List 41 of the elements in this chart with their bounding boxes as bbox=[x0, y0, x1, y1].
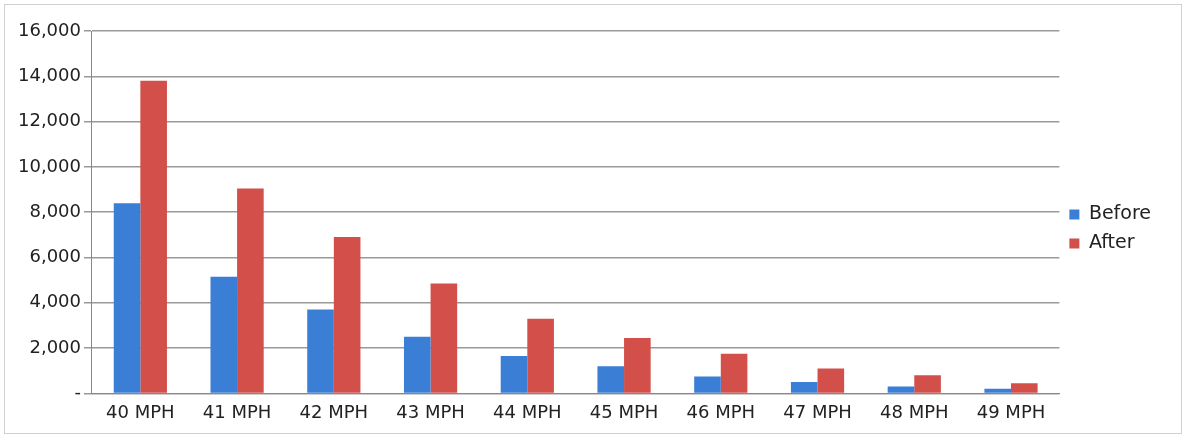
y-tick-label: 16,000 bbox=[18, 18, 81, 40]
x-tick-label: 45 MPH bbox=[589, 400, 659, 422]
bar bbox=[817, 368, 845, 393]
bar bbox=[597, 366, 625, 393]
bar bbox=[887, 386, 915, 393]
bar bbox=[333, 237, 361, 393]
y-tick-label: 12,000 bbox=[18, 109, 81, 131]
legend-label: After bbox=[1088, 230, 1135, 253]
x-tick-label: 46 MPH bbox=[686, 400, 756, 422]
bar bbox=[113, 203, 141, 393]
x-tick-label: 48 MPH bbox=[880, 400, 949, 422]
bar bbox=[914, 375, 941, 393]
y-tick-label: 6,000 bbox=[29, 245, 81, 267]
bar bbox=[403, 336, 431, 393]
y-tick-label: 10,000 bbox=[18, 154, 81, 176]
bar bbox=[720, 353, 748, 393]
bar bbox=[984, 388, 1012, 393]
legend-label: Before bbox=[1088, 201, 1151, 224]
bar bbox=[430, 283, 458, 393]
x-tick-label: 43 MPH bbox=[396, 400, 465, 422]
y-tick-label: 4,000 bbox=[29, 290, 81, 312]
bar bbox=[527, 318, 554, 393]
bar bbox=[624, 337, 651, 393]
y-tick-label: 8,000 bbox=[29, 199, 81, 221]
bar bbox=[237, 188, 264, 393]
bar bbox=[140, 80, 167, 393]
bar bbox=[790, 382, 818, 393]
y-tick-label: 2,000 bbox=[29, 335, 81, 357]
x-tick-label: 44 MPH bbox=[493, 400, 562, 422]
bar bbox=[210, 276, 238, 393]
x-tick-label: 41 MPH bbox=[202, 400, 272, 422]
y-tick-label: - bbox=[74, 381, 81, 403]
y-tick-label: 14,000 bbox=[18, 63, 81, 85]
bar bbox=[1011, 383, 1038, 393]
x-tick-label: 49 MPH bbox=[976, 400, 1046, 422]
bar bbox=[500, 356, 528, 393]
x-tick-label: 40 MPH bbox=[106, 400, 175, 422]
x-tick-label: 47 MPH bbox=[783, 400, 852, 422]
bar bbox=[307, 309, 334, 393]
bar bbox=[694, 376, 721, 393]
x-tick-label: 42 MPH bbox=[299, 400, 369, 422]
